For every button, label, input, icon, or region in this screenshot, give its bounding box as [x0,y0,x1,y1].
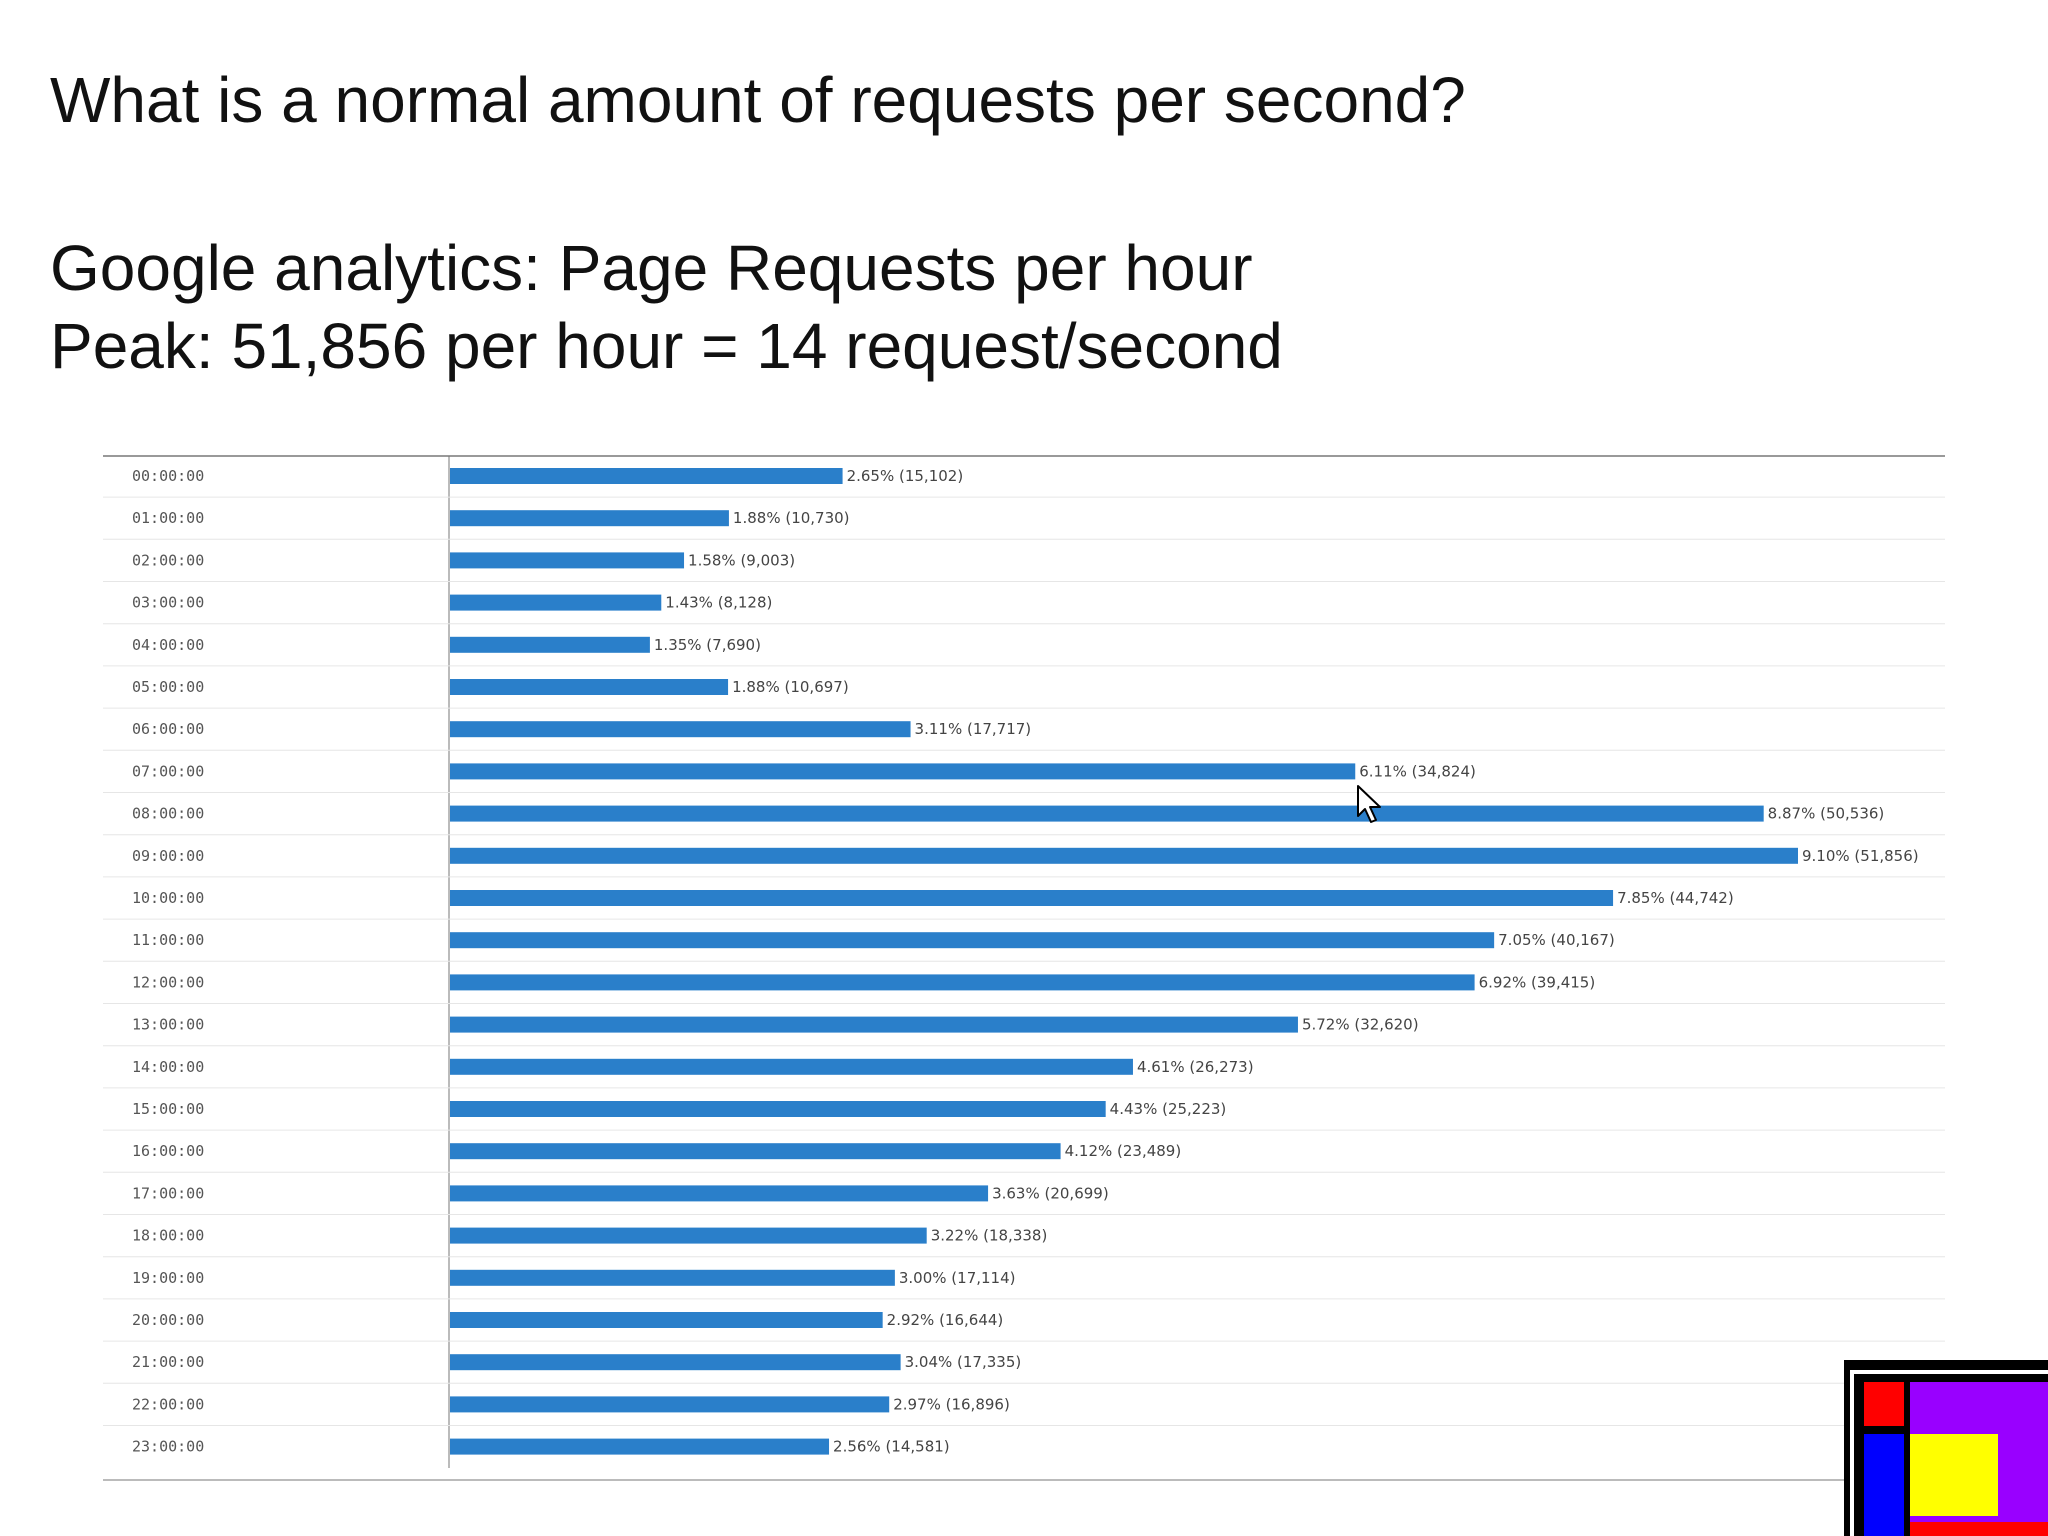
logo-red-strip [1910,1522,2048,1536]
bar-06 [450,721,911,738]
bar-data-label-08: 8.87% (50,536) [1768,805,1885,823]
bar-data-label-17: 3.63% (20,699) [992,1184,1109,1202]
bar-data-label-09: 9.10% (51,856) [1802,847,1919,865]
bar-data-label-14: 4.61% (26,273) [1137,1058,1254,1076]
bar-02 [450,552,685,569]
bar-13 [450,1016,1298,1033]
row-label-17: 17:00:00 [132,1184,204,1202]
bar-data-label-12: 6.92% (39,415) [1479,973,1596,991]
row-label-01: 01:00:00 [132,509,204,527]
bar-12 [450,974,1475,991]
bar-data-label-03: 1.43% (8,128) [665,594,772,612]
bar-data-label-13: 5.72% (32,620) [1302,1016,1419,1034]
bar-20 [450,1312,883,1328]
row-label-11: 11:00:00 [132,931,204,949]
row-label-09: 09:00:00 [132,847,204,865]
bar-22 [450,1396,890,1413]
bar-data-label-19: 3.00% (17,114) [899,1269,1016,1287]
bar-15 [450,1101,1106,1117]
bar-19 [450,1269,895,1286]
row-label-20: 20:00:00 [132,1311,204,1329]
bar-10 [450,890,1614,906]
logo-blue-block [1864,1434,1904,1536]
slide-question: What is a normal amount of requests per … [50,64,1466,136]
bar-data-label-01: 1.88% (10,730) [733,509,850,527]
bar-09 [450,847,1798,864]
logo [1844,1360,2048,1536]
mouse-pointer-icon [1357,785,1381,823]
row-label-06: 06:00:00 [132,720,204,738]
logo-yellow-square [1910,1434,1998,1516]
bar-00 [450,468,843,484]
slide-peak: Peak: 51,856 per hour = 14 request/secon… [50,310,1283,382]
bar-data-label-23: 2.56% (14,581) [833,1438,950,1456]
logo-red-square [1864,1382,1904,1426]
row-label-12: 12:00:00 [132,973,204,991]
row-label-19: 19:00:00 [132,1269,204,1287]
bar-data-label-20: 2.92% (16,644) [887,1311,1004,1329]
bar-16 [450,1143,1061,1160]
bar-21 [450,1354,901,1371]
bar-data-label-07: 6.11% (34,824) [1359,762,1476,780]
bar-data-label-10: 7.85% (44,742) [1617,889,1734,907]
bar-01 [450,510,729,527]
bar-17 [450,1185,989,1202]
bar-data-label-16: 4.12% (23,489) [1065,1142,1182,1160]
bar-data-label-11: 7.05% (40,167) [1498,931,1615,949]
bar-data-label-05: 1.88% (10,697) [732,678,849,696]
slide-subtitle: Google analytics: Page Requests per hour [50,232,1253,304]
bar-data-label-06: 3.11% (17,717) [915,720,1032,738]
bar-08 [450,805,1764,822]
bar-data-label-18: 3.22% (18,338) [931,1227,1048,1245]
row-label-02: 02:00:00 [132,551,204,569]
row-label-08: 08:00:00 [132,805,204,823]
bar-data-label-02: 1.58% (9,003) [688,551,795,569]
row-label-23: 23:00:00 [132,1438,204,1456]
row-label-15: 15:00:00 [132,1100,204,1118]
bar-03 [450,594,662,611]
row-label-10: 10:00:00 [132,889,204,907]
row-label-07: 07:00:00 [132,762,204,780]
bar-11 [450,932,1495,949]
bar-data-label-21: 3.04% (17,335) [905,1353,1022,1371]
bar-04 [450,636,650,653]
bar-data-label-15: 4.43% (25,223) [1110,1100,1227,1118]
bar-data-label-22: 2.97% (16,896) [893,1395,1010,1413]
row-label-05: 05:00:00 [132,678,204,696]
row-label-04: 04:00:00 [132,636,204,654]
bar-05 [450,679,729,695]
row-label-03: 03:00:00 [132,594,204,612]
bar-14 [450,1058,1133,1075]
bar-07 [450,763,1356,780]
bar-data-label-00: 2.65% (15,102) [847,467,964,485]
row-label-14: 14:00:00 [132,1058,204,1076]
bar-data-label-04: 1.35% (7,690) [654,636,761,654]
row-label-22: 22:00:00 [132,1395,204,1413]
row-label-00: 00:00:00 [132,467,204,485]
bar-23 [450,1438,830,1455]
row-label-16: 16:00:00 [132,1142,204,1160]
row-label-13: 13:00:00 [132,1016,204,1034]
row-label-18: 18:00:00 [132,1227,204,1245]
bar-18 [450,1227,927,1244]
row-label-21: 21:00:00 [132,1353,204,1371]
